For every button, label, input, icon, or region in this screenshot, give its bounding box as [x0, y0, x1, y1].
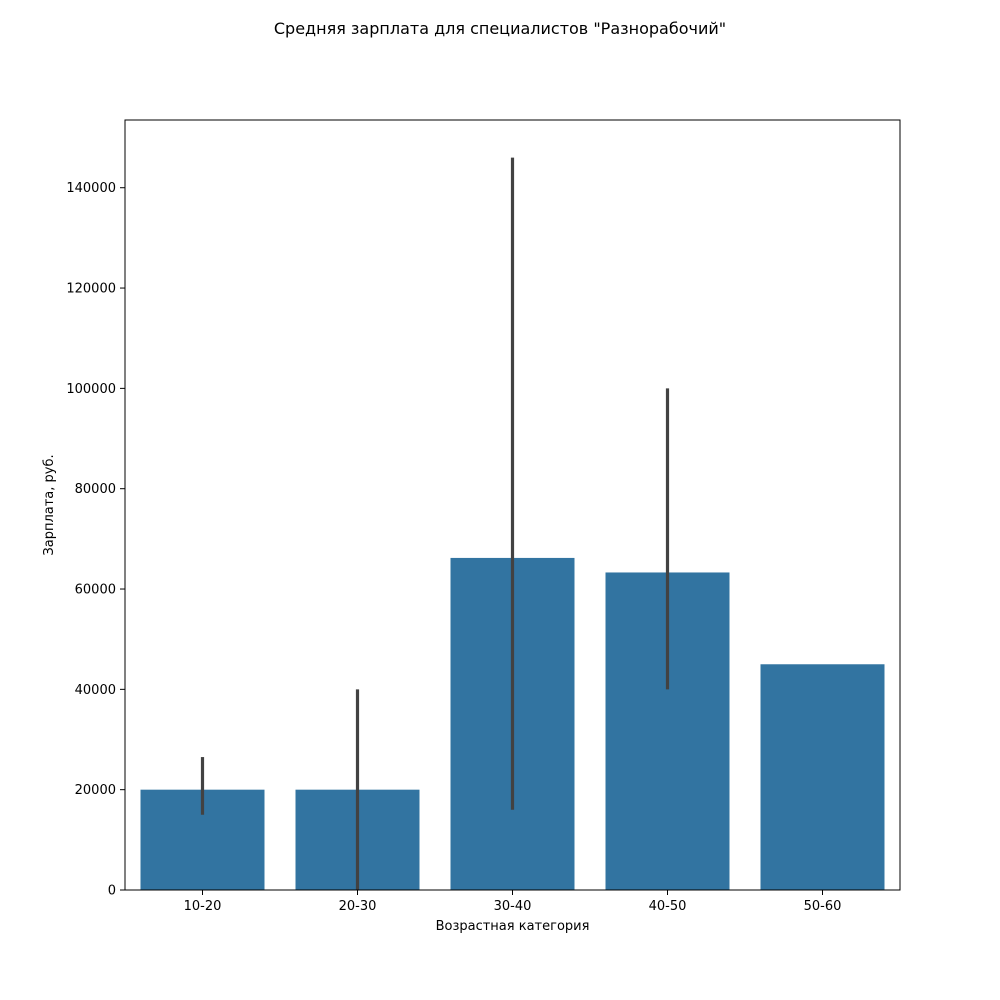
x-tick-label-10-20: 10-20: [184, 899, 222, 914]
y-axis: 0 20000 40000 60000 80000 100000 120000 140000: [66, 181, 125, 899]
chart-title: Средняя зарплата для специалистов "Разно…: [274, 19, 726, 38]
y-axis-label: Зарплата, руб.: [42, 454, 57, 555]
y-tick-label-0: 0: [108, 884, 116, 899]
errorbars-group: [200, 157, 670, 890]
y-tick-label-20000: 20000: [75, 783, 116, 798]
x-axis-label: Возрастная категория: [436, 919, 590, 934]
bar-50-60: [760, 664, 885, 890]
y-tick-label-60000: 60000: [75, 583, 116, 598]
y-tick-label-140000: 140000: [66, 181, 116, 196]
x-tick-label-50-60: 50-60: [804, 899, 842, 914]
x-tick-label-40-50: 40-50: [649, 899, 687, 914]
y-tick-label-80000: 80000: [75, 482, 116, 497]
y-tick-label-40000: 40000: [75, 683, 116, 698]
x-tick-label-30-40: 30-40: [494, 899, 532, 914]
y-tick-label-120000: 120000: [66, 282, 116, 297]
x-axis: 10-20 20-30 30-40 40-50 50-60: [184, 890, 842, 914]
x-tick-label-20-30: 20-30: [339, 899, 377, 914]
y-tick-label-100000: 100000: [66, 382, 116, 397]
